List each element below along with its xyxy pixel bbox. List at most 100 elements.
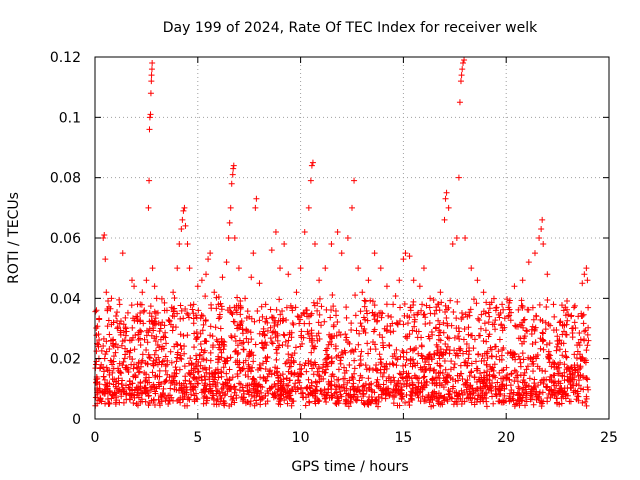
data-point (532, 339, 539, 346)
data-point (483, 372, 490, 379)
data-point (506, 398, 513, 405)
data-point (573, 354, 580, 361)
data-point (285, 382, 292, 389)
data-point (506, 376, 513, 383)
data-point (290, 359, 297, 366)
data-point (415, 394, 422, 401)
data-point (550, 301, 557, 308)
data-point (435, 398, 442, 405)
data-point (507, 382, 514, 389)
data-point (316, 373, 323, 380)
data-point (263, 342, 270, 349)
data-point (108, 395, 115, 402)
data-point (513, 323, 520, 330)
data-point (112, 349, 119, 356)
data-point (437, 363, 444, 370)
data-point (155, 354, 162, 361)
data-point (534, 351, 541, 358)
data-point (236, 364, 243, 371)
data-point (406, 314, 413, 321)
data-point (203, 338, 210, 345)
data-point (316, 397, 323, 404)
data-point (426, 304, 433, 311)
data-point (547, 322, 554, 329)
data-point (151, 308, 158, 315)
data-point (579, 354, 586, 361)
data-point (466, 373, 473, 380)
data-point (171, 369, 178, 376)
data-point (558, 340, 565, 347)
data-point (259, 313, 266, 320)
data-point (538, 403, 545, 410)
data-point (564, 298, 571, 305)
data-point (151, 283, 158, 290)
data-point (260, 374, 267, 381)
data-point (372, 397, 379, 404)
data-point (251, 318, 258, 325)
data-point (237, 311, 244, 318)
data-point (309, 390, 316, 397)
data-point (409, 347, 416, 354)
data-point (178, 307, 185, 314)
data-point (185, 311, 192, 318)
data-point (161, 322, 168, 329)
data-point (474, 365, 481, 372)
data-point (136, 335, 143, 342)
data-point (524, 306, 531, 313)
data-point (305, 376, 312, 383)
data-point (302, 360, 309, 367)
data-point (445, 390, 452, 397)
data-point (472, 358, 479, 365)
data-point (462, 311, 469, 318)
data-point (142, 390, 149, 397)
data-point (305, 357, 312, 364)
data-point (155, 320, 162, 327)
data-point (280, 331, 287, 338)
data-point (115, 375, 122, 382)
data-point (490, 400, 497, 407)
data-point (351, 370, 358, 377)
data-point (462, 235, 469, 241)
data-point (511, 378, 518, 385)
data-point (309, 365, 316, 372)
data-point (337, 388, 344, 395)
data-point (540, 330, 547, 337)
data-point (400, 321, 407, 328)
data-point (157, 392, 164, 399)
data-point (321, 318, 328, 325)
data-point (248, 274, 255, 281)
data-point (361, 297, 368, 304)
data-point (543, 384, 550, 391)
data-point (218, 354, 225, 361)
data-point (166, 317, 173, 324)
data-point (468, 385, 475, 392)
data-point (215, 301, 222, 308)
data-point (392, 381, 399, 388)
data-point (306, 320, 313, 327)
data-point (530, 354, 537, 361)
data-point (251, 389, 258, 396)
data-point (394, 380, 401, 387)
data-point (155, 396, 162, 403)
data-point (341, 370, 348, 377)
data-point (146, 310, 153, 317)
data-point (574, 393, 581, 400)
data-point (334, 398, 341, 405)
data-point (388, 314, 395, 321)
data-point (536, 235, 543, 241)
data-point (165, 401, 172, 408)
data-point (402, 250, 409, 257)
data-point (195, 380, 202, 387)
data-point (143, 327, 150, 334)
data-point (218, 369, 225, 376)
data-point (408, 388, 415, 395)
data-point (244, 387, 251, 394)
data-point (285, 351, 292, 358)
data-point (264, 373, 271, 380)
data-point (390, 328, 397, 335)
data-point (285, 337, 292, 344)
data-point (319, 391, 326, 398)
data-point (118, 381, 125, 388)
data-point (181, 391, 188, 398)
